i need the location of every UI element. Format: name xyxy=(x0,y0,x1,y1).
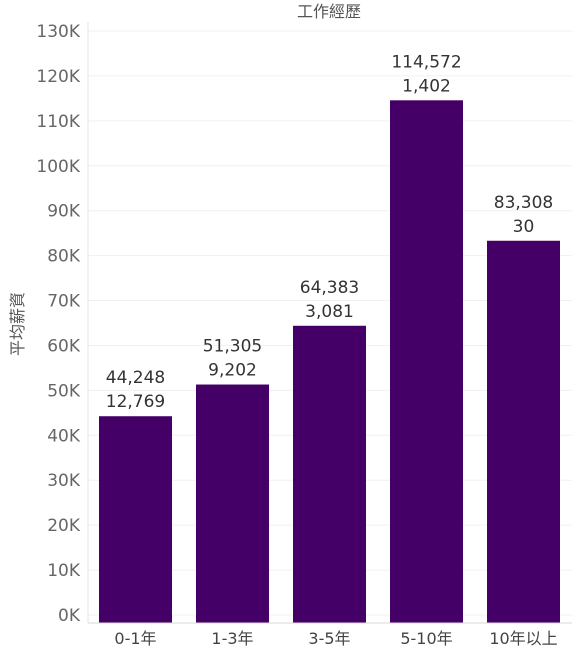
y-axis-title: 平均薪資 xyxy=(8,292,27,356)
y-tick-label: 110K xyxy=(36,112,80,132)
bar xyxy=(99,416,172,623)
y-axis-ticks: 0K 10K 20K 30K 40K 50K 60K 70K 80K 90K 100K 110K 120… xyxy=(36,22,80,626)
bar xyxy=(390,100,463,624)
y-tick-label: 90K xyxy=(47,202,81,222)
bar-value-label: 83,308 xyxy=(494,193,553,213)
bar xyxy=(293,325,366,623)
y-tick-label: 120K xyxy=(36,67,80,87)
data-labels: 44,248 12,769 51,305 9,202 64,383 3,081 114,57… xyxy=(106,52,553,412)
y-tick-label: 10K xyxy=(47,561,81,581)
y-tick-label: 60K xyxy=(47,336,81,356)
x-tick-label: 5-10年 xyxy=(400,629,452,648)
y-tick-label: 80K xyxy=(47,247,81,267)
x-tick-label: 1-3年 xyxy=(211,629,253,648)
y-tick-label: 50K xyxy=(47,381,81,401)
bar-count-label: 3,081 xyxy=(305,302,354,322)
bar-value-label: 51,305 xyxy=(203,337,262,357)
bar xyxy=(487,240,560,624)
x-tick-label: 10年以上 xyxy=(489,629,557,648)
y-tick-label: 130K xyxy=(36,22,80,42)
bar-count-label: 1,402 xyxy=(402,76,451,96)
bar-count-label: 30 xyxy=(513,217,535,237)
chart-title: 工作經歷 xyxy=(297,2,361,21)
x-tick-label: 3-5年 xyxy=(308,629,350,648)
bar-value-label: 114,572 xyxy=(391,52,461,72)
bars xyxy=(99,100,560,624)
bar-count-label: 12,769 xyxy=(106,392,165,412)
y-tick-label: 20K xyxy=(47,516,81,536)
y-tick-label: 40K xyxy=(47,426,81,446)
x-tick-label: 0-1年 xyxy=(114,629,156,648)
y-tick-label: 70K xyxy=(47,292,81,312)
y-tick-label: 0K xyxy=(58,606,81,626)
x-axis-ticks: 0-1年 1-3年 3-5年 5-10年 10年以上 xyxy=(114,629,557,648)
bar-value-label: 44,248 xyxy=(106,368,165,388)
bar-count-label: 9,202 xyxy=(208,361,257,381)
y-tick-label: 30K xyxy=(47,471,81,491)
y-tick-label: 100K xyxy=(36,157,80,177)
bar xyxy=(196,384,269,623)
bar-value-label: 64,383 xyxy=(300,278,359,298)
